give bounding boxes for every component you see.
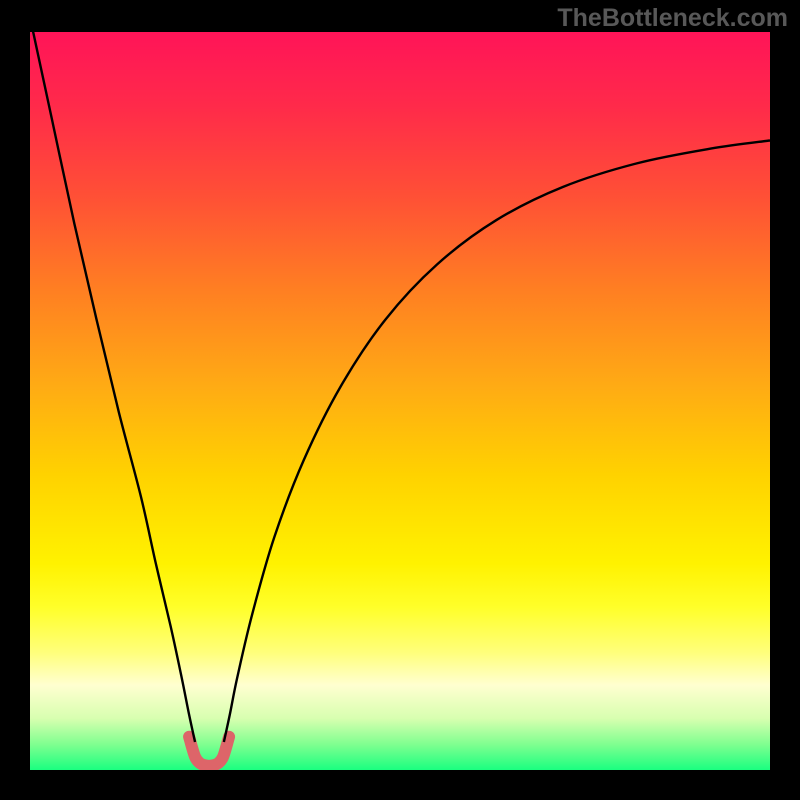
curve-left-branch bbox=[30, 32, 195, 742]
outer-frame: TheBottleneck.com bbox=[0, 0, 800, 800]
watermark-text: TheBottleneck.com bbox=[557, 4, 788, 33]
bottleneck-curve bbox=[30, 32, 770, 770]
curve-right-branch bbox=[224, 140, 770, 741]
plot-area bbox=[30, 32, 770, 770]
